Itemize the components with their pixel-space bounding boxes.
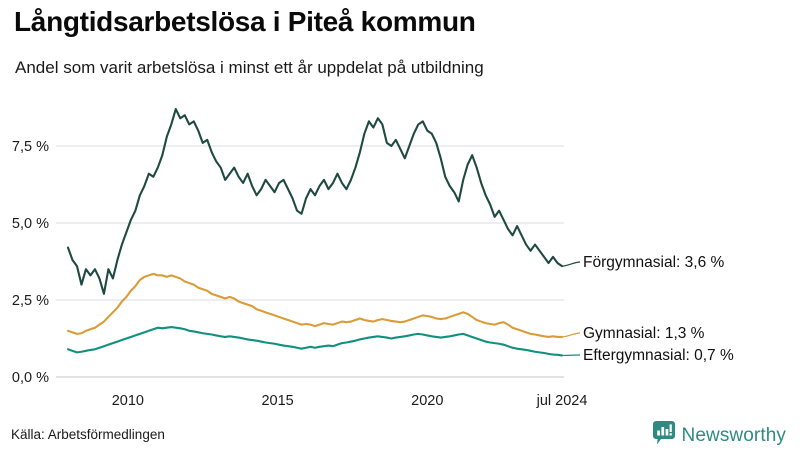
series-end-label: Eftergymnasial: 0,7 % — [583, 347, 734, 364]
series-line — [66, 107, 564, 295]
y-axis-tick-labels: 0,0 % 2,5 % 5,0 % 7,5 % — [12, 139, 49, 386]
series-end-labels: Förgymnasial: 3,6 % Gymnasial: 1,3 % Efter… — [583, 254, 734, 364]
data-series — [66, 107, 564, 357]
page-subtitle: Andel som varit arbetslösa i minst ett å… — [15, 58, 484, 77]
series-end-label: Förgymnasial: 3,6 % — [583, 254, 724, 271]
series-line — [66, 326, 564, 357]
bar-chart-bubble-icon — [652, 421, 675, 450]
gridlines — [56, 145, 564, 378]
x-tick-label: 2015 — [261, 393, 293, 409]
series-label-connectors — [561, 261, 581, 357]
page-title: Långtidsarbetslösa i Piteå kommun — [14, 6, 476, 37]
x-tick-label: 2010 — [112, 393, 144, 409]
series-end-label: Gymnasial: 1,3 % — [583, 325, 705, 342]
x-axis-tick-labels: 2010 2015 2020 jul 2024 — [112, 393, 588, 409]
x-tick-label: jul 2024 — [536, 393, 588, 409]
y-tick-label: 5,0 % — [12, 216, 49, 232]
source-note: Källa: Arbetsförmedlingen — [11, 427, 165, 442]
series-label-connector — [561, 332, 581, 338]
newsworthy-logo[interactable]: Newsworthy — [652, 421, 786, 450]
series-label-connector — [561, 261, 581, 267]
series-line — [66, 272, 564, 339]
x-tick-label: 2020 — [411, 393, 443, 409]
y-tick-label: 7,5 % — [12, 139, 49, 155]
y-tick-label: 0,0 % — [12, 370, 49, 386]
brand-name: Newsworthy — [681, 424, 786, 446]
y-tick-label: 2,5 % — [12, 293, 49, 309]
